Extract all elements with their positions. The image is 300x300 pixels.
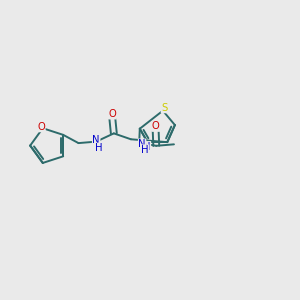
Text: S: S — [161, 103, 167, 113]
Text: N: N — [143, 142, 151, 152]
Text: H: H — [95, 143, 103, 153]
Text: O: O — [109, 109, 116, 119]
Text: N: N — [92, 135, 100, 145]
Text: O: O — [152, 122, 160, 131]
Text: H: H — [141, 145, 149, 155]
Text: N: N — [138, 139, 146, 149]
Text: O: O — [38, 122, 45, 132]
